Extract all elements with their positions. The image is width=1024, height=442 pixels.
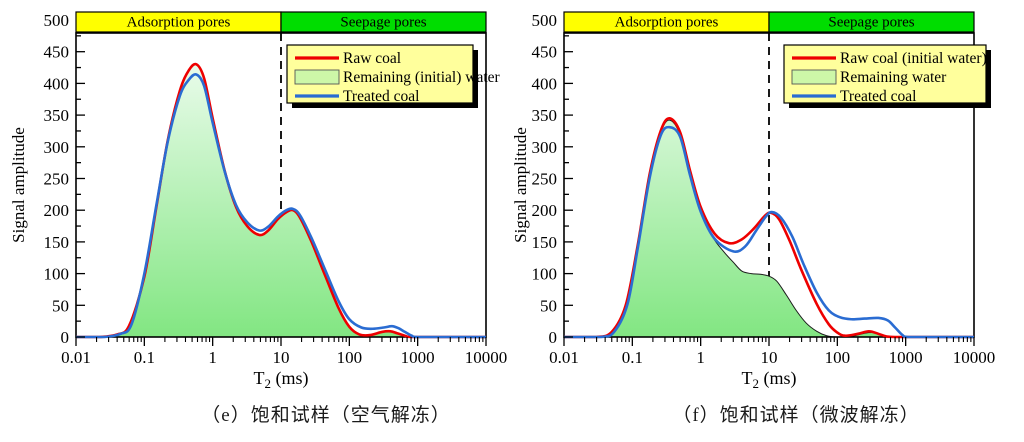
x-tick-label: 0.01 <box>549 348 579 367</box>
chart-air-thaw: Adsorption pores Seepage pores 0 50 100 150 20… <box>9 11 508 391</box>
y-tick-label: 50 <box>540 296 557 315</box>
x-tick-label: 0.1 <box>134 348 155 367</box>
y-tick-label: 0 <box>549 328 558 347</box>
treated-coal-curve <box>75 72 486 339</box>
y-tick-label: 250 <box>532 170 558 189</box>
legend-item-label: Raw coal <box>343 50 401 67</box>
x-tick-label: 1000 <box>889 348 923 367</box>
legend-item-label: Remaining (initial) water <box>343 69 501 86</box>
y-tick-label: 100 <box>532 265 558 284</box>
legend-item-label: Treated coal <box>840 88 916 105</box>
y-axis-title: Signal amplitude <box>512 127 530 243</box>
y-tick-label: 50 <box>52 296 69 315</box>
x-tick-label: 10000 <box>953 348 996 367</box>
x-tick-label: 100 <box>337 348 363 367</box>
y-tick-label: 0 <box>61 328 70 347</box>
x-tick-label: 0.01 <box>61 348 91 367</box>
y-tick-label: 300 <box>532 138 558 157</box>
caption-microwave-thaw: （f）饱和试样（微波解冻） <box>672 405 920 426</box>
seepage-pores-band-label: Seepage pores <box>340 15 426 31</box>
legend-item-label: Remaining water <box>840 69 947 86</box>
adsorption-pores-band-label: Adsorption pores <box>615 15 719 31</box>
x-tick-label: 1000 <box>401 348 435 367</box>
x-tick-label: 1 <box>696 348 705 367</box>
x-axis-title: T2 (ms) <box>742 368 797 391</box>
legend-item-label: Raw coal (initial water) <box>840 50 987 67</box>
y-tick-label: 500 <box>44 11 70 30</box>
adsorption-pores-band-label: Adsorption pores <box>127 15 231 31</box>
legend-item-label: Treated coal <box>343 88 419 105</box>
chart-microwave-thaw: Adsorption pores Seepage pores 0 50 100 150 20… <box>512 11 996 391</box>
x-tick-label: 0.1 <box>622 348 643 367</box>
y-tick-label: 350 <box>532 106 558 125</box>
y-tick-label: 350 <box>44 106 70 125</box>
x-tick-label: 10 <box>273 348 290 367</box>
y-tick-label: 500 <box>532 11 558 30</box>
y-tick-label: 100 <box>44 265 70 284</box>
y-tick-label: 200 <box>532 201 558 220</box>
x-tick-label: 10 <box>761 348 778 367</box>
y-tick-label: 200 <box>44 201 70 220</box>
y-tick-label: 450 <box>532 43 558 62</box>
caption-air-thaw: （e）饱和试样（空气解冻） <box>201 405 451 426</box>
y-tick-label: 400 <box>532 74 558 93</box>
x-tick-label: 1 <box>208 348 217 367</box>
x-tick-label: 10000 <box>465 348 508 367</box>
y-tick-label: 250 <box>44 170 70 189</box>
x-axis-title: T2 (ms) <box>254 368 309 391</box>
seepage-pores-band-label: Seepage pores <box>828 15 914 31</box>
y-tick-label: 150 <box>44 233 70 252</box>
legend-area-swatch <box>791 69 837 85</box>
x-tick-label: 100 <box>825 348 851 367</box>
y-axis-title: Signal amplitude <box>9 127 28 243</box>
y-tick-label: 150 <box>532 233 558 252</box>
treated-coal-curve <box>563 125 974 339</box>
y-tick-label: 400 <box>44 74 70 93</box>
y-tick-label: 450 <box>44 43 70 62</box>
seepage-pores-band <box>768 11 975 33</box>
seepage-pores-band <box>280 11 487 33</box>
legend: Raw coal Remaining (initial) water Treated… <box>286 44 501 108</box>
y-tick-label: 300 <box>44 138 70 157</box>
legend-area-swatch <box>294 69 340 85</box>
legend: Raw coal (initial water) Remaining water T… <box>783 44 991 108</box>
